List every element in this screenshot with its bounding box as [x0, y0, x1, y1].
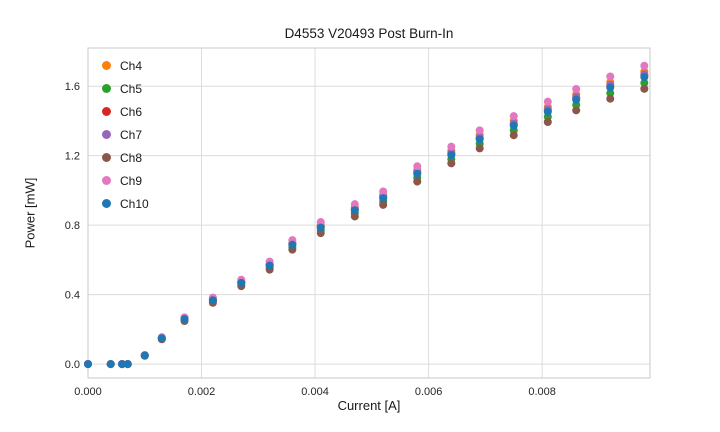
legend-item-ch8: Ch8 — [102, 149, 149, 166]
legend-marker-icon — [102, 107, 111, 116]
point-ch10 — [118, 360, 127, 369]
point-ch10 — [509, 121, 518, 130]
point-ch8 — [640, 84, 649, 93]
y-tick-label: 0.8 — [65, 220, 80, 232]
point-ch9 — [606, 72, 615, 81]
x-axis-label: Current [A] — [337, 398, 401, 413]
point-ch9 — [475, 126, 484, 135]
point-ch10 — [447, 150, 456, 159]
point-ch8 — [606, 94, 615, 103]
y-tick-label: 1.6 — [65, 81, 80, 93]
legend-label: Ch5 — [120, 81, 143, 96]
point-ch10 — [84, 360, 92, 369]
point-ch9 — [543, 97, 552, 106]
point-ch10 — [288, 240, 297, 249]
point-ch10 — [413, 169, 422, 178]
point-ch9 — [572, 84, 581, 93]
point-ch10 — [180, 315, 189, 324]
legend-item-ch10: Ch10 — [102, 195, 149, 212]
y-tick-label: 1.2 — [65, 151, 80, 163]
point-ch10 — [208, 296, 217, 305]
legend-marker-icon — [102, 84, 111, 93]
point-ch5 — [606, 89, 615, 98]
plot-border — [87, 47, 651, 379]
legend-item-ch4: Ch4 — [102, 57, 149, 74]
point-ch10 — [543, 107, 552, 116]
point-ch8 — [475, 144, 484, 153]
legend-marker-icon — [102, 153, 111, 162]
legend-item-ch6: Ch6 — [102, 103, 149, 120]
point-ch10 — [265, 261, 274, 270]
point-ch8 — [572, 106, 581, 115]
point-ch8 — [316, 229, 325, 238]
point-ch8 — [543, 117, 552, 126]
legend: Ch4 Ch5 Ch6 Ch7 Ch8 Ch9 Ch10 — [102, 57, 149, 212]
legend-label: Ch4 — [120, 58, 143, 73]
point-ch10 — [606, 83, 615, 92]
point-ch9 — [447, 142, 456, 151]
legend-marker-icon — [102, 176, 111, 185]
legend-marker-icon — [102, 61, 111, 70]
legend-item-ch7: Ch7 — [102, 126, 149, 143]
point-ch10 — [140, 351, 149, 360]
point-ch9 — [509, 112, 518, 121]
point-ch10 — [157, 334, 166, 343]
legend-label: Ch6 — [120, 104, 143, 119]
point-ch10 — [350, 206, 359, 215]
y-tick-label: 0.0 — [65, 359, 80, 371]
point-ch9 — [379, 187, 388, 196]
y-tick-label: 0.4 — [65, 290, 80, 302]
point-ch8 — [447, 159, 456, 168]
point-ch10 — [640, 73, 649, 82]
point-ch10 — [316, 223, 325, 232]
point-ch10 — [237, 278, 246, 287]
point-ch10 — [475, 135, 484, 144]
point-ch10 — [379, 194, 388, 203]
legend-label: Ch8 — [120, 150, 143, 165]
legend-marker-icon — [102, 199, 111, 208]
x-tick-label: 0.006 — [415, 386, 443, 398]
point-ch9 — [350, 200, 359, 209]
x-tick-label: 0.002 — [188, 386, 216, 398]
point-ch9 — [413, 162, 422, 171]
point-ch9 — [316, 218, 325, 227]
point-ch10 — [123, 360, 132, 369]
point-ch5 — [640, 78, 649, 87]
x-tick-label: 0.008 — [528, 386, 556, 398]
point-ch10 — [572, 95, 581, 104]
plot-area — [88, 48, 650, 378]
legend-label: Ch10 — [120, 196, 149, 211]
legend-item-ch9: Ch9 — [102, 172, 149, 189]
point-ch8 — [350, 212, 359, 221]
point-ch8 — [509, 131, 518, 140]
point-ch9 — [640, 61, 649, 70]
y-axis-label: Power [mW] — [22, 177, 38, 249]
legend-item-ch5: Ch5 — [102, 80, 149, 97]
x-tick-label: 0.000 — [74, 386, 102, 398]
chart-title: D4553 V20493 Post Burn-In — [284, 26, 454, 41]
legend-label: Ch7 — [120, 127, 143, 142]
x-tick-label: 0.004 — [301, 386, 329, 398]
legend-label: Ch9 — [120, 173, 143, 188]
point-ch10 — [106, 360, 115, 369]
point-ch8 — [413, 177, 422, 186]
point-ch8 — [379, 200, 388, 209]
legend-marker-icon — [102, 130, 111, 139]
